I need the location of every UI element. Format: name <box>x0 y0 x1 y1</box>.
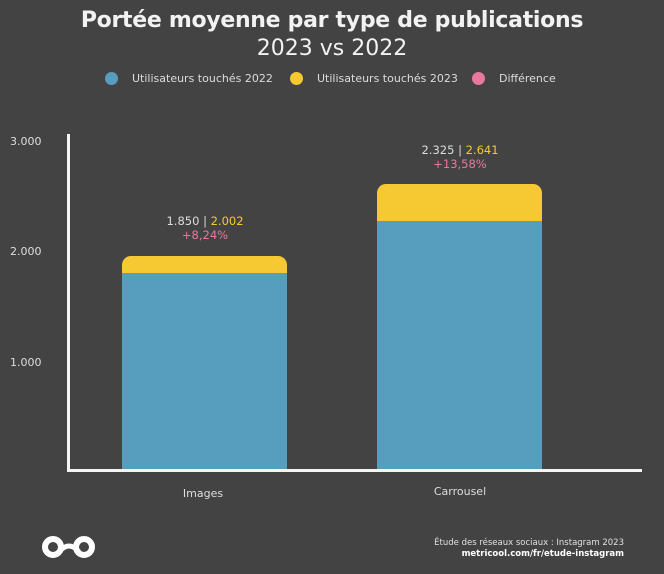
separator: | <box>458 143 462 157</box>
y-axis <box>67 134 70 472</box>
legend-label: Utilisateurs touchés 2022 <box>132 72 273 85</box>
legend-item-difference: Différence <box>472 72 556 85</box>
bar-segment-2022 <box>377 221 542 470</box>
x-label-images: Images <box>182 487 224 500</box>
legend-dot-yellow-icon <box>290 72 303 85</box>
y-tick-3000: 3.000 <box>10 135 42 148</box>
separator: | <box>203 214 207 228</box>
y-tick-2000: 2.000 <box>10 245 42 258</box>
value-difference: +8,24% <box>181 228 229 242</box>
value-2022: 2.325 <box>421 143 455 157</box>
legend: Utilisateurs touchés 2022 Utilisateurs t… <box>0 72 664 90</box>
chart-title: Portée moyenne par type de publications <box>80 8 584 33</box>
value-difference: +13,58% <box>433 157 487 171</box>
value-2022: 1.850 <box>166 214 200 228</box>
bar-images <box>122 256 287 470</box>
x-label-carrousel: Carrousel <box>433 485 487 498</box>
legend-label: Différence <box>499 72 556 85</box>
chart-subtitle: 2023 vs 2022 <box>256 36 408 61</box>
legend-dot-pink-icon <box>472 72 485 85</box>
legend-item-2022: Utilisateurs touchés 2022 <box>105 72 273 85</box>
footer-source: Étude des réseaux sociaux : Instagram 20… <box>434 538 624 548</box>
legend-label: Utilisateurs touchés 2023 <box>317 72 458 85</box>
footer-url: metricool.com/fr/etude-instagram <box>461 549 624 559</box>
metricool-logo-icon <box>42 536 95 558</box>
legend-dot-blue-icon <box>105 72 118 85</box>
legend-item-2023: Utilisateurs touchés 2023 <box>290 72 458 85</box>
bar-segment-2022 <box>122 273 287 470</box>
bar-label-images: 1.850 | 2.002 +8,24% <box>105 214 305 242</box>
bar-label-carrousel: 2.325 | 2.641 +13,58% <box>360 143 560 171</box>
bar-carrousel <box>377 184 542 470</box>
x-axis <box>67 469 642 472</box>
footer: Étude des réseaux sociaux : Instagram 20… <box>434 538 624 560</box>
value-2023: 2.641 <box>465 143 499 157</box>
value-2023: 2.002 <box>210 214 244 228</box>
y-tick-1000: 1.000 <box>10 356 42 369</box>
